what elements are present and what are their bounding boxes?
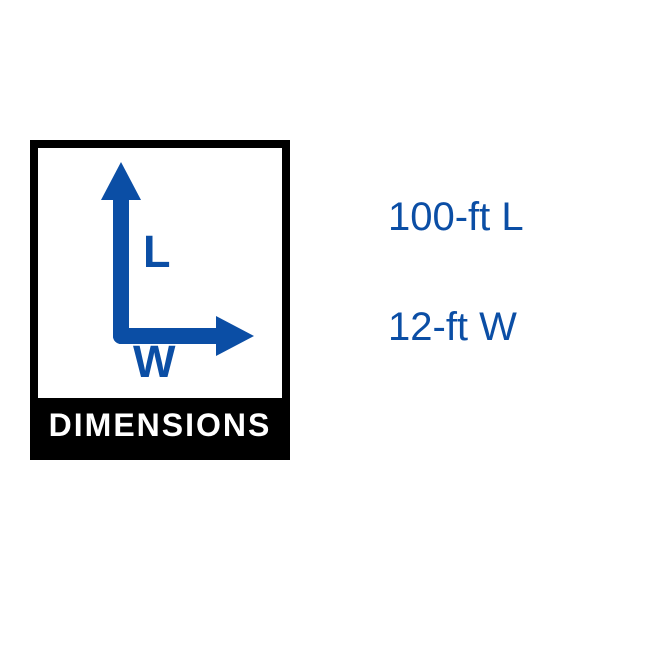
- arrows-diagram: L W: [38, 148, 282, 398]
- dimensions-banner: DIMENSIONS: [38, 398, 282, 453]
- width-value: 12-ft W: [388, 305, 517, 350]
- length-value: 100-ft L: [388, 195, 524, 240]
- dimensions-icon-box: L W DIMENSIONS: [30, 140, 290, 460]
- axis-label-w: W: [133, 336, 175, 388]
- axis-label-l: L: [143, 226, 171, 278]
